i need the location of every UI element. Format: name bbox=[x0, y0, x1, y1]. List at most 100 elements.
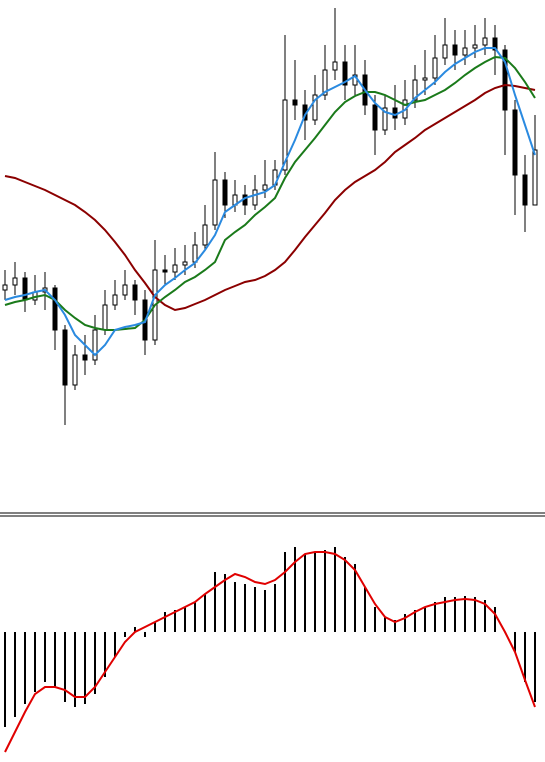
candle-body bbox=[322, 69, 328, 96]
histogram-bar bbox=[124, 632, 126, 637]
candle-body bbox=[22, 277, 28, 301]
histogram-bar bbox=[104, 632, 106, 677]
candle-body bbox=[372, 104, 378, 131]
candle-body bbox=[472, 44, 478, 49]
candle-body bbox=[62, 329, 68, 386]
histogram-bar bbox=[384, 617, 386, 632]
candle-body bbox=[412, 79, 418, 101]
histogram-bar bbox=[44, 632, 46, 682]
histogram-bar bbox=[534, 632, 536, 702]
candle-body bbox=[522, 174, 528, 206]
histogram-bar bbox=[64, 632, 66, 702]
histogram-bar bbox=[74, 632, 76, 707]
histogram-bar bbox=[494, 607, 496, 632]
histogram-bar bbox=[454, 597, 456, 632]
candle-body bbox=[82, 354, 88, 361]
histogram-bar bbox=[154, 622, 156, 632]
moving-average bbox=[4, 47, 536, 357]
histogram-bar bbox=[224, 574, 226, 632]
histogram-bar bbox=[204, 594, 206, 632]
histogram-bar bbox=[114, 632, 116, 657]
candle-body bbox=[112, 294, 118, 306]
candle-body bbox=[182, 261, 188, 266]
histogram-bar bbox=[434, 602, 436, 632]
candle-body bbox=[312, 94, 318, 121]
histogram-bar bbox=[334, 547, 336, 632]
histogram-bar bbox=[54, 632, 56, 687]
candle-body bbox=[342, 61, 348, 86]
moving-average bbox=[4, 55, 536, 331]
candle-body bbox=[172, 264, 178, 273]
histogram-bar bbox=[364, 587, 366, 632]
candle-body bbox=[482, 37, 488, 46]
candle-body bbox=[162, 269, 168, 273]
candle-body bbox=[502, 49, 508, 111]
histogram-bar bbox=[254, 587, 256, 632]
candle-body bbox=[422, 77, 428, 81]
candle-body bbox=[192, 244, 198, 263]
candle-body bbox=[72, 354, 78, 386]
histogram-bar bbox=[354, 564, 356, 632]
histogram-bar bbox=[214, 572, 216, 632]
candle-body bbox=[392, 107, 398, 119]
histogram-bar bbox=[414, 610, 416, 632]
candle-body bbox=[202, 224, 208, 246]
candle-body bbox=[382, 107, 388, 131]
candle-body bbox=[262, 184, 268, 191]
histogram-bar bbox=[264, 590, 266, 632]
histogram-bar bbox=[424, 607, 426, 632]
histogram-bar bbox=[84, 632, 86, 704]
histogram-bar bbox=[94, 632, 96, 694]
histogram-bar bbox=[14, 632, 16, 717]
histogram-bar bbox=[524, 632, 526, 682]
histogram-bar bbox=[234, 582, 236, 632]
candle-body bbox=[12, 277, 18, 286]
histogram-bar bbox=[324, 550, 326, 632]
histogram-bar bbox=[294, 547, 296, 632]
histogram-bar bbox=[394, 620, 396, 632]
histogram-bar bbox=[194, 602, 196, 632]
candle-body bbox=[492, 37, 498, 51]
candle-body bbox=[462, 47, 468, 56]
histogram-bar bbox=[174, 610, 176, 632]
candle-body bbox=[222, 179, 228, 206]
histogram-bar bbox=[484, 600, 486, 632]
candle-body bbox=[282, 99, 288, 171]
candle-body bbox=[52, 287, 58, 331]
candle-body bbox=[532, 149, 538, 206]
candle-body bbox=[452, 44, 458, 56]
histogram-bar bbox=[134, 627, 136, 632]
candle-body bbox=[252, 189, 258, 206]
histogram-bar bbox=[184, 607, 186, 632]
histogram-bar bbox=[444, 597, 446, 632]
candle-body bbox=[292, 99, 298, 106]
histogram-bar bbox=[304, 554, 306, 632]
histogram-bar bbox=[24, 632, 26, 704]
histogram-bar bbox=[4, 632, 6, 727]
histogram-bar bbox=[464, 596, 466, 632]
candle-body bbox=[92, 329, 98, 361]
candle-body bbox=[132, 284, 138, 301]
histogram-bar bbox=[284, 552, 286, 632]
candle-body bbox=[432, 57, 438, 79]
candle-body bbox=[442, 44, 448, 59]
moving-average bbox=[4, 83, 536, 312]
candle-body bbox=[2, 284, 8, 291]
histogram-bar bbox=[404, 614, 406, 632]
candle-body bbox=[212, 179, 218, 226]
histogram-bar bbox=[144, 632, 146, 637]
histogram-bar bbox=[164, 612, 166, 632]
histogram-bar bbox=[314, 552, 316, 632]
histogram-bar bbox=[244, 584, 246, 632]
histogram-bar bbox=[374, 607, 376, 632]
histogram-bar bbox=[474, 597, 476, 632]
histogram-bar bbox=[274, 584, 276, 632]
candle-body bbox=[332, 61, 338, 71]
candle-body bbox=[102, 304, 108, 331]
candle-body bbox=[512, 109, 518, 176]
histogram-bar bbox=[514, 632, 516, 652]
candle-body bbox=[122, 284, 128, 296]
histogram-bar bbox=[34, 632, 36, 692]
